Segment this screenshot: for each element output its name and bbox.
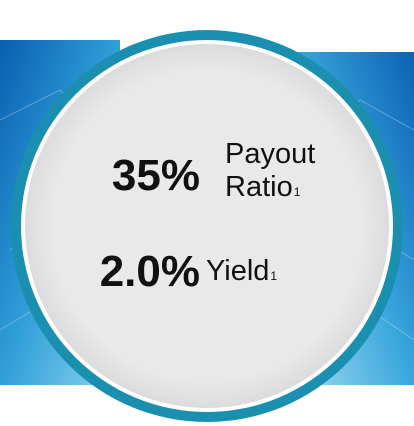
inner-circle — [25, 44, 389, 408]
metric-value: 35% — [112, 151, 200, 200]
footnote-marker: 1 — [270, 269, 277, 283]
footnote-marker: 1 — [294, 185, 301, 199]
metric-label: Yield — [206, 255, 269, 287]
metric-label: Payout — [225, 138, 315, 170]
metric-label: Ratio — [225, 171, 293, 203]
metric-value: 2.0% — [100, 247, 200, 296]
